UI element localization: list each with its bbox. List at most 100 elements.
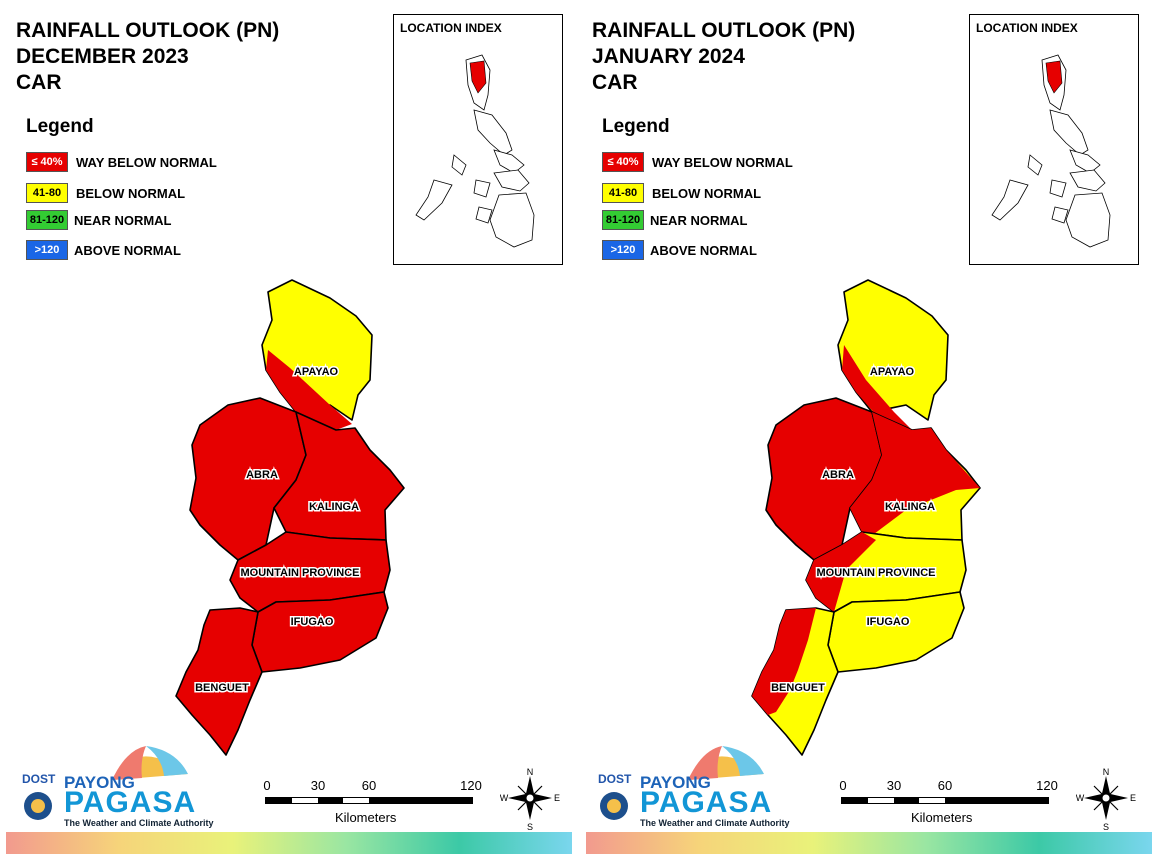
- title-line-2: DECEMBER 2023: [16, 45, 189, 68]
- province-map: APAYAO ABRA KALINGA MOUNTAIN PROVINCE IF…: [175, 279, 405, 756]
- scale-tick: 30: [310, 778, 326, 793]
- scale-tick: 60: [361, 778, 377, 793]
- benguet-red-part: [752, 608, 816, 715]
- province-label-benguet: BENGUET: [771, 682, 825, 694]
- scale-tick: 120: [1036, 778, 1058, 793]
- province-label-abra: ABRA: [822, 469, 854, 481]
- legend-swatch: >120: [26, 240, 68, 260]
- map-title: RAINFALL OUTLOOK (PN) DECEMBER 2023 CAR: [16, 18, 279, 96]
- province-label-mountain-province: MOUNTAIN PROVINCE: [241, 567, 360, 579]
- svg-text:N: N: [1103, 767, 1110, 777]
- legend-item-way-below: ≤ 40% WAY BELOW NORMAL: [602, 151, 793, 173]
- color-strip: [586, 832, 1152, 854]
- location-index-title: LOCATION INDEX: [976, 21, 1078, 35]
- brand-tagline: The Weather and Climate Authority: [64, 818, 214, 828]
- legend-label: BELOW NORMAL: [652, 185, 762, 201]
- brand-pagasa: PAGASA: [640, 786, 773, 819]
- apayao-red-part: [266, 350, 352, 430]
- legend-item-below: 41-80 BELOW NORMAL: [602, 182, 761, 204]
- car-region-highlight: [469, 60, 487, 94]
- province-label-mountain-province: MOUNTAIN PROVINCE: [817, 567, 936, 579]
- scale-tick: 0: [263, 778, 271, 793]
- pagasa-logo: DOST PAYONG PAGASA The Weather and Clima…: [592, 740, 790, 830]
- outlook-panel-december: RAINFALL OUTLOOK (PN) DECEMBER 2023 CAR …: [6, 14, 572, 854]
- legend-label: ABOVE NORMAL: [74, 242, 181, 258]
- philippines-inset-map: [415, 54, 535, 248]
- umbrella-icon: [24, 746, 188, 820]
- philippines-inset-map: [991, 54, 1111, 248]
- mountain-province-red-part: [806, 532, 876, 612]
- scale-units: Kilometers: [911, 810, 973, 825]
- scale-bar-graphic: [841, 797, 1049, 804]
- legend-swatch: 41-80: [26, 183, 68, 203]
- legend-label: ABOVE NORMAL: [650, 242, 757, 258]
- location-index-title: LOCATION INDEX: [400, 21, 502, 35]
- title-line-3: CAR: [592, 71, 638, 94]
- title-line-2: JANUARY 2024: [592, 45, 745, 68]
- compass-rose-icon: N S E W: [500, 767, 560, 832]
- car-region-highlight: [1045, 60, 1063, 94]
- title-line-1: RAINFALL OUTLOOK (PN): [16, 19, 280, 42]
- scale-bar-graphic: [265, 797, 473, 804]
- legend-swatch: >120: [602, 240, 644, 260]
- legend-swatch: 81-120: [602, 210, 644, 230]
- scale-tick: 60: [937, 778, 953, 793]
- legend-swatch: ≤ 40%: [602, 152, 644, 172]
- benguet-shape: [175, 607, 263, 756]
- scale-bar: 0 30 60 120 Kilometers: [263, 778, 485, 838]
- pagasa-logo: DOST PAYONG PAGASA The Weather and Clima…: [16, 740, 214, 830]
- color-strip: [6, 832, 572, 854]
- brand-payong: PAYONG: [64, 773, 135, 792]
- location-index: LOCATION INDEX: [393, 14, 563, 265]
- svg-text:S: S: [1103, 822, 1109, 832]
- map-title: RAINFALL OUTLOOK (PN) JANUARY 2024 CAR: [592, 18, 855, 96]
- province-label-abra: ABRA: [246, 469, 278, 481]
- ifugao-shape: [827, 591, 965, 673]
- apayao-red-part: [842, 345, 912, 430]
- location-index: LOCATION INDEX: [969, 14, 1139, 265]
- legend-item-near: 81-120 NEAR NORMAL: [26, 209, 172, 231]
- umbrella-icon: [600, 746, 764, 820]
- title-line-3: CAR: [16, 71, 62, 94]
- legend-title: Legend: [602, 116, 670, 137]
- province-label-kalinga: KALINGA: [309, 501, 359, 513]
- province-label-apayao: APAYAO: [870, 366, 915, 378]
- legend-swatch: 41-80: [602, 183, 644, 203]
- legend-label: WAY BELOW NORMAL: [76, 154, 217, 170]
- legend-label: NEAR NORMAL: [650, 212, 748, 228]
- legend-item-above: >120 ABOVE NORMAL: [26, 239, 181, 261]
- legend-item-way-below: ≤ 40% WAY BELOW NORMAL: [26, 151, 217, 173]
- brand-dost: DOST: [598, 772, 632, 786]
- legend-swatch: ≤ 40%: [26, 152, 68, 172]
- svg-text:N: N: [527, 767, 534, 777]
- scale-units: Kilometers: [335, 810, 397, 825]
- legend-label: NEAR NORMAL: [74, 212, 172, 228]
- svg-text:W: W: [1076, 793, 1085, 803]
- province-label-ifugao: IFUGAO: [291, 616, 334, 628]
- ifugao-shape: [251, 591, 389, 673]
- province-label-ifugao: IFUGAO: [867, 616, 910, 628]
- legend-item-below: 41-80 BELOW NORMAL: [26, 182, 185, 204]
- benguet-shape: [751, 607, 839, 756]
- brand-pagasa: PAGASA: [64, 786, 197, 819]
- brand-tagline: The Weather and Climate Authority: [640, 818, 790, 828]
- legend-label: WAY BELOW NORMAL: [652, 154, 793, 170]
- svg-text:E: E: [1130, 793, 1136, 803]
- svg-text:E: E: [554, 793, 560, 803]
- kalinga-red-part: [850, 412, 980, 540]
- legend-item-near: 81-120 NEAR NORMAL: [602, 209, 748, 231]
- legend-label: BELOW NORMAL: [76, 185, 186, 201]
- province-label-apayao: APAYAO: [294, 366, 339, 378]
- title-line-1: RAINFALL OUTLOOK (PN): [592, 19, 856, 42]
- compass-rose-icon: N S E W: [1076, 767, 1136, 832]
- kalinga-shape: [273, 411, 405, 541]
- brand-payong: PAYONG: [640, 773, 711, 792]
- province-label-benguet: BENGUET: [195, 682, 249, 694]
- scale-tick: 120: [460, 778, 482, 793]
- svg-text:W: W: [500, 793, 509, 803]
- brand-dost: DOST: [22, 772, 56, 786]
- legend-item-above: >120 ABOVE NORMAL: [602, 239, 757, 261]
- province-map: APAYAO ABRA KALINGA MOUNTAIN PROVINCE IF…: [751, 279, 981, 756]
- legend-title: Legend: [26, 116, 94, 137]
- scale-tick: 30: [886, 778, 902, 793]
